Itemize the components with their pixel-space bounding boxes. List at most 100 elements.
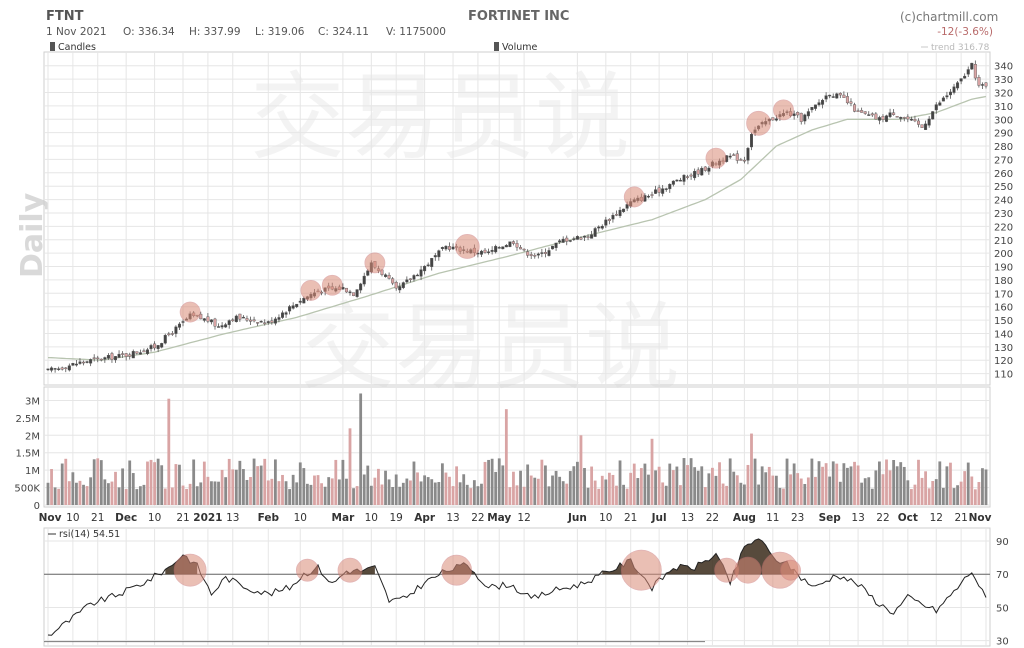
price-tick-label: 320 xyxy=(994,88,1013,99)
candle-body xyxy=(444,245,448,250)
volume-bar xyxy=(878,461,881,505)
volume-bar xyxy=(146,461,149,505)
candle-body xyxy=(877,117,881,121)
candles-legend-label: Candles xyxy=(58,42,96,53)
volume-bar xyxy=(870,488,874,505)
volume-bar xyxy=(277,481,281,505)
volume-bar xyxy=(885,459,888,505)
candle-body xyxy=(117,353,121,358)
volume-bar xyxy=(625,488,629,505)
volume-bar xyxy=(718,462,721,505)
volume-bar xyxy=(234,469,238,505)
volume-bar xyxy=(114,471,117,505)
volume-bar xyxy=(750,433,753,505)
volume-bar xyxy=(849,466,853,505)
candle-body xyxy=(565,237,569,242)
candle-body xyxy=(78,361,82,364)
volume-bar xyxy=(366,465,370,505)
candle-body xyxy=(263,322,267,324)
legend-candles[interactable]: Candles xyxy=(50,42,96,53)
candle-body xyxy=(487,251,491,253)
volume-tick-label: 500K xyxy=(14,484,40,495)
volume-bar xyxy=(135,489,139,505)
volume-bar xyxy=(711,467,714,505)
date-tick-label: Dec xyxy=(115,512,137,524)
date-tick-label: Oct xyxy=(898,512,918,524)
legend-rsi[interactable]: rsi(14) 54.51 xyxy=(48,529,120,540)
candle-body xyxy=(597,226,601,229)
volume-bar xyxy=(941,487,945,505)
volume-bar xyxy=(846,467,849,505)
volume-bar xyxy=(273,459,277,505)
volume-bar xyxy=(675,466,679,505)
date-tick-label: 23 xyxy=(791,512,804,524)
candle-body xyxy=(959,78,963,82)
volume-bar xyxy=(387,479,391,505)
volume-bar xyxy=(131,473,135,505)
candle-body xyxy=(568,240,572,242)
date-tick-label: 12 xyxy=(517,512,530,524)
volume-bar xyxy=(576,461,579,505)
volume-bar xyxy=(469,488,473,505)
volume-bar xyxy=(746,464,750,505)
volume-bar xyxy=(270,478,274,505)
date-tick-label: 13 xyxy=(681,512,694,524)
candle-body xyxy=(831,96,835,98)
volume-bar xyxy=(959,481,963,505)
volume-bar xyxy=(266,480,270,505)
candle-body xyxy=(135,351,139,354)
candle-body xyxy=(479,250,483,255)
candle-body xyxy=(416,274,420,277)
candle-body xyxy=(394,282,398,289)
date-tick-label: 21 xyxy=(176,512,189,524)
volume-bar xyxy=(433,482,437,505)
chartmill-credit[interactable]: (c)chartmill.com xyxy=(900,10,998,24)
legend-volume[interactable]: Volume xyxy=(494,42,537,53)
date-tick-label: 2021 xyxy=(193,512,222,524)
volume-legend-icon xyxy=(494,42,499,51)
candle-body xyxy=(675,179,679,182)
candle-body xyxy=(828,94,832,97)
volume-bar xyxy=(526,464,530,505)
volume-bar xyxy=(888,470,892,505)
candle-body xyxy=(149,345,153,350)
volume-bar xyxy=(465,484,469,505)
volume-bar xyxy=(284,481,288,505)
rsi-legend-label: rsi(14) 54.51 xyxy=(59,529,120,540)
volume-bar xyxy=(551,475,554,505)
volume-bar xyxy=(909,489,913,505)
candle-body xyxy=(426,264,430,267)
candle-body xyxy=(746,148,750,161)
candle-body xyxy=(547,250,551,256)
volume-bar xyxy=(263,458,267,505)
candle-body xyxy=(224,324,228,328)
candle-body xyxy=(256,322,260,324)
volume-bar xyxy=(892,459,896,505)
candle-body xyxy=(295,303,299,308)
date-tick-label: 21 xyxy=(91,512,104,524)
volume-bar xyxy=(671,470,675,505)
candle-body xyxy=(522,248,526,251)
volume-bar xyxy=(313,475,316,505)
volume-bar xyxy=(970,476,974,505)
volume-bar xyxy=(78,480,82,505)
candle-body xyxy=(227,320,231,325)
volume-bar xyxy=(224,477,228,505)
volume-bar xyxy=(647,474,650,505)
candle-body xyxy=(593,228,597,237)
volume-bar xyxy=(298,462,302,505)
price-y-axis: 110 120 130 140 150 160 170 180 190 200 210 220 230 2… xyxy=(994,62,1013,381)
volume-bar xyxy=(838,481,842,505)
volume-bar xyxy=(515,485,519,505)
candle-body xyxy=(750,134,754,148)
rsi-y-axis: 30 50 70 90 xyxy=(996,537,1009,648)
candle-body xyxy=(590,234,594,239)
volume-bar xyxy=(128,460,132,505)
header-change: -12(-3.6%) xyxy=(937,26,993,38)
candle-body xyxy=(53,368,57,370)
date-tick-label: 21 xyxy=(954,512,967,524)
candle-body xyxy=(288,306,292,312)
candle-body xyxy=(511,241,515,244)
candle-body xyxy=(270,320,274,323)
candle-body xyxy=(238,313,242,320)
